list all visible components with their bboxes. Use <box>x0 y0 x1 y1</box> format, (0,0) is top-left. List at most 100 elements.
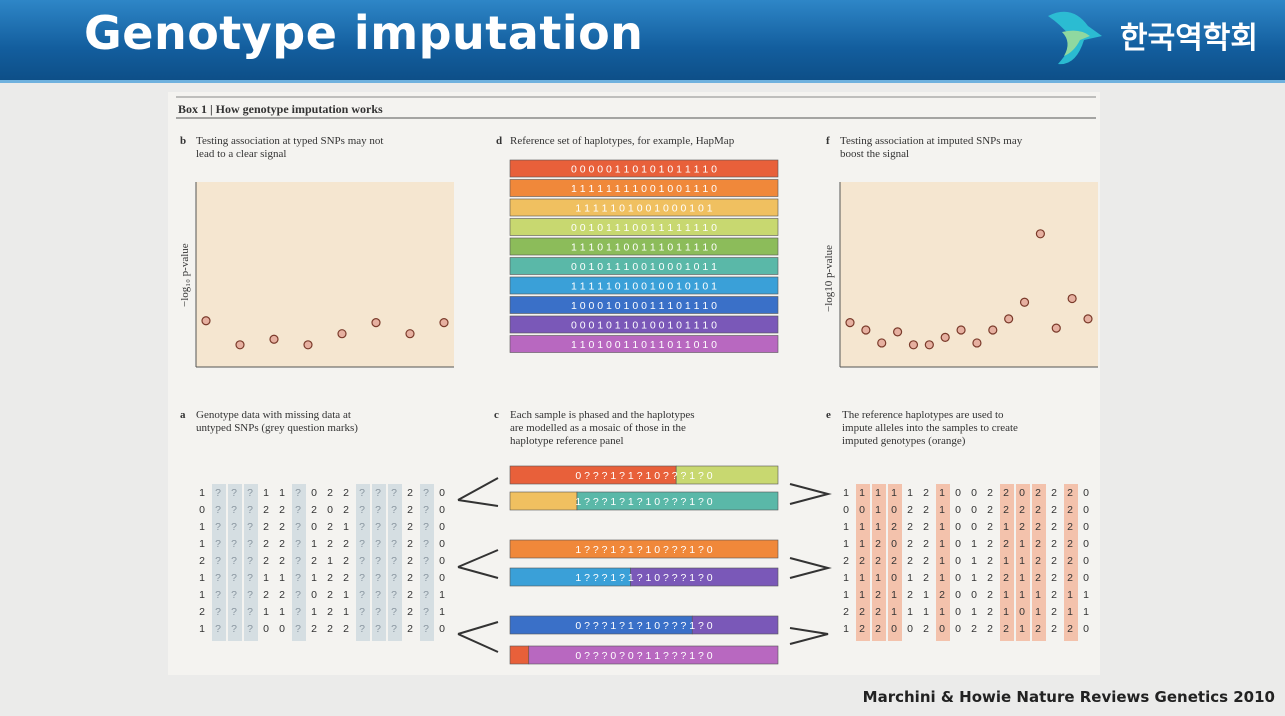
genotype-value: 0 <box>971 487 977 499</box>
haplotype-alleles: 0 0 1 0 1 1 1 0 0 1 0 0 0 1 0 1 1 <box>571 261 717 273</box>
genotype-value: 0 <box>907 623 913 635</box>
genotype-value: 2 <box>907 504 913 516</box>
genotype-value: 2 <box>327 572 333 584</box>
genotype-value: 0 <box>1083 504 1089 516</box>
panel-d-letter: d <box>496 135 502 147</box>
genotype-value: 2 <box>923 521 929 533</box>
plot-point <box>1083 314 1093 324</box>
genotype-value: 0 <box>1083 623 1089 635</box>
genotype-value: 2 <box>279 589 285 601</box>
genotype-value: 2 <box>407 555 413 567</box>
plot-point <box>988 325 998 335</box>
genotype-value: ? <box>231 572 237 584</box>
genotype-value: 1 <box>263 606 269 618</box>
genotype-value: 0 <box>891 538 897 550</box>
panel-b-plot: −log₁₀ p-value <box>179 182 454 368</box>
genotype-value: 1 <box>343 589 349 601</box>
genotype-value: 1 <box>263 572 269 584</box>
society-logo-icon <box>1048 11 1102 65</box>
genotype-value: 2 <box>407 572 413 584</box>
genotype-value: ? <box>295 606 301 618</box>
haplotype-bar <box>509 159 779 178</box>
untyped-column <box>1000 484 1014 641</box>
untyped-column <box>356 484 370 641</box>
genotype-value: 1 <box>199 589 205 601</box>
genotype-value: 2 <box>1019 504 1025 516</box>
plot-point <box>924 340 934 350</box>
genotype-value: 1 <box>939 521 945 533</box>
genotype-value: 0 <box>1083 555 1089 567</box>
panel-c-caption: c Each sample is phased and the haplotyp… <box>494 409 695 447</box>
genotype-value: ? <box>375 623 381 635</box>
untyped-column-shading <box>856 484 1078 641</box>
genotype-value: 2 <box>939 589 945 601</box>
genotype-value: 1 <box>199 538 205 550</box>
mosaic-haplotype: 1 ? ? ? 1 ? 1 ? 1 0 ? ? ? 1 ? 0 <box>509 491 779 511</box>
genotype-value: ? <box>215 504 221 516</box>
mosaic-segment <box>675 465 779 485</box>
untyped-column-shading <box>212 484 434 641</box>
untyped-column <box>372 484 386 641</box>
genotype-value: ? <box>231 589 237 601</box>
genotype-value: 2 <box>843 555 849 567</box>
genotype-value: 0 <box>955 623 961 635</box>
arrow-a-to-c-2-icon <box>457 549 499 579</box>
plot-point <box>1051 323 1061 333</box>
genotype-value: 0 <box>1083 538 1089 550</box>
genotype-value: ? <box>423 521 429 533</box>
genotype-value: ? <box>391 521 397 533</box>
genotype-value: 1 <box>1003 555 1009 567</box>
genotype-value: ? <box>359 521 365 533</box>
genotype-value: ? <box>359 606 365 618</box>
untyped-column <box>856 484 870 641</box>
genotype-value: 1 <box>199 572 205 584</box>
genotype-value: 1 <box>875 521 881 533</box>
genotype-value: 1 <box>939 555 945 567</box>
genotype-value: 1 <box>1019 572 1025 584</box>
genotype-value: ? <box>359 538 365 550</box>
panel-f-caption: f Testing association at imputed SNPs ma… <box>826 135 1023 160</box>
arrow-c-to-e-1-icon <box>789 483 832 505</box>
genotype-value: 0 <box>971 589 977 601</box>
panel-f-letter: f <box>826 135 830 147</box>
genotype-value: ? <box>391 504 397 516</box>
genotype-value: ? <box>231 521 237 533</box>
slide-header: Genotype imputation 한국역학회 <box>0 0 1285 80</box>
genotype-value: ? <box>231 487 237 499</box>
haplotype-bar <box>509 237 779 256</box>
genotype-value: 2 <box>327 589 333 601</box>
genotype-value: 1 <box>311 572 317 584</box>
genotype-value: 1 <box>199 623 205 635</box>
genotype-value: 2 <box>1051 589 1057 601</box>
genotype-matrix-missing: 1??? 1 1? 0 2 2??? 2? 00??? 2 2? 2 0 2??? 2? 01??? 2 2? 0… <box>199 484 445 641</box>
genotype-value: 2 <box>859 555 865 567</box>
genotype-value: ? <box>423 538 429 550</box>
genotype-value: 0 <box>439 572 445 584</box>
genotype-value: 2 <box>875 538 881 550</box>
genotype-value: ? <box>247 589 253 601</box>
genotype-value: 2 <box>327 521 333 533</box>
genotype-value: ? <box>295 538 301 550</box>
plot-point <box>337 329 347 339</box>
panel-b-plot-area <box>196 182 454 367</box>
genotype-value: 2 <box>923 572 929 584</box>
genotype-value: 2 <box>263 504 269 516</box>
panel-c-caption-line2: are modelled as a mosaic of those in the <box>510 422 686 434</box>
genotype-value: 1 <box>907 606 913 618</box>
mosaic-alleles: 0 ? ? ? 1 ? 1 ? 1 0 ? ? ? 1 ? 0 <box>575 620 712 632</box>
mosaic-haplotype: 1 ? ? ? 1 ? 1 ? 1 0 ? ? ? 1 ? 0 <box>509 539 779 559</box>
genotype-value: 2 <box>279 538 285 550</box>
genotype-value: 0 <box>891 623 897 635</box>
untyped-column <box>292 484 306 641</box>
genotype-value: 2 <box>407 504 413 516</box>
genotype-value: 2 <box>891 521 897 533</box>
genotype-value: 0 <box>939 623 945 635</box>
genotype-value: ? <box>295 504 301 516</box>
genotype-value: 0 <box>1083 572 1089 584</box>
untyped-column <box>872 484 886 641</box>
genotype-value: 1 <box>843 487 849 499</box>
genotype-value: 2 <box>343 555 349 567</box>
genotype-value: ? <box>375 487 381 499</box>
genotype-value: 2 <box>987 606 993 618</box>
genotype-value: 1 <box>875 572 881 584</box>
